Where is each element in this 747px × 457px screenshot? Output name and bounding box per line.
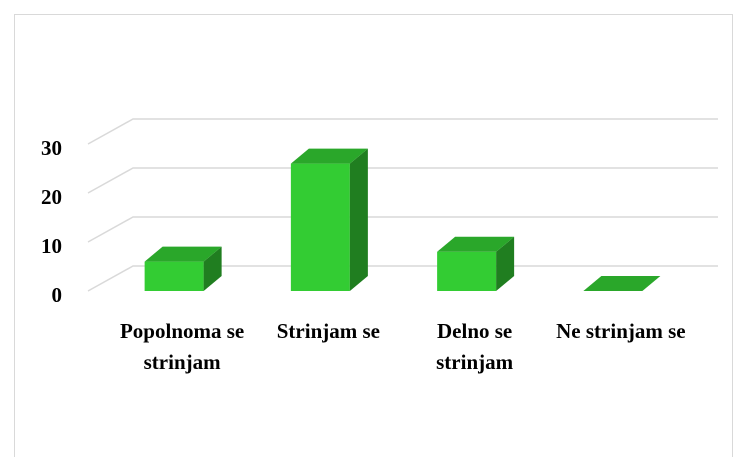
y-tick-label: 30 — [41, 136, 62, 160]
bar — [290, 148, 368, 291]
bar-top — [437, 236, 515, 252]
bar — [583, 276, 661, 291]
bar-side — [203, 246, 222, 291]
y-tick-label: 10 — [41, 234, 62, 258]
bar-front — [437, 251, 497, 291]
grid-line — [87, 265, 718, 292]
x-tick-label: Popolnoma se strinjam — [119, 319, 245, 374]
y-tick-label: 0 — [52, 283, 63, 307]
bar-front — [144, 261, 204, 291]
bar — [144, 246, 222, 291]
x-tick-label: Ne strinjam se — [556, 319, 686, 343]
grid-line — [87, 216, 718, 243]
grid-line — [87, 167, 718, 194]
bar-front — [290, 163, 350, 291]
bar-top — [583, 276, 661, 291]
x-tick-label: Delno se strinjam — [436, 319, 514, 374]
grid-line — [87, 118, 718, 145]
bar-side — [496, 236, 515, 291]
bar — [437, 236, 515, 291]
bar-side — [349, 148, 368, 291]
bar-top — [290, 148, 368, 164]
chart-border — [14, 14, 733, 457]
y-tick-label: 20 — [41, 185, 62, 209]
bar-top — [144, 246, 222, 262]
x-tick-label: Strinjam se — [276, 319, 380, 343]
